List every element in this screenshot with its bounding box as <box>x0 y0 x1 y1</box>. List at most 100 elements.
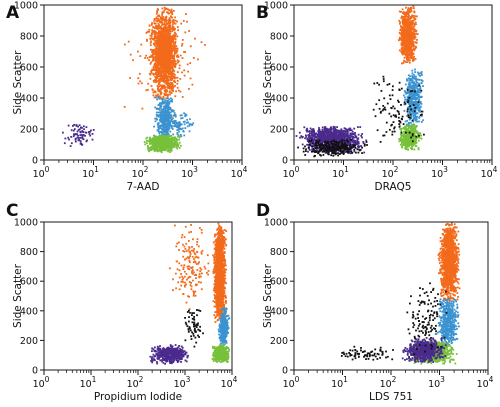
data-point-green <box>150 147 153 150</box>
data-point-blue <box>168 101 171 103</box>
data-point-green <box>170 149 173 152</box>
data-point-blue <box>169 114 172 116</box>
data-point-blue <box>408 118 411 121</box>
data-point-orange <box>159 36 161 39</box>
data-point-purple <box>79 136 82 139</box>
data-point-orange <box>163 94 166 96</box>
data-point-blue <box>161 112 164 114</box>
data-point-green <box>155 140 157 143</box>
data-point-green <box>170 143 173 146</box>
data-point-orange <box>159 58 162 61</box>
data-point-green <box>149 147 152 149</box>
data-point-green <box>174 140 177 143</box>
data-point-green <box>172 143 175 146</box>
data-point-blue <box>183 120 186 123</box>
data-point-blue <box>418 106 421 109</box>
data-point-blue <box>174 121 176 124</box>
data-point-orange <box>405 40 407 43</box>
data-point-orange <box>204 44 206 46</box>
data-point-orange <box>170 39 173 42</box>
data-point-green <box>404 142 407 145</box>
data-point-blue <box>183 123 186 126</box>
data-point-blue <box>416 84 418 87</box>
data-point-orange <box>160 37 163 39</box>
data-point-blue <box>157 122 160 124</box>
data-point-orange <box>156 11 159 14</box>
data-point-orange <box>181 71 183 74</box>
data-point-blue <box>157 96 160 99</box>
data-point-blue <box>418 108 421 111</box>
data-point-green <box>153 137 156 140</box>
data-point-orange <box>174 40 177 43</box>
data-point-orange <box>406 32 408 34</box>
data-point-orange <box>168 23 171 26</box>
data-point-blue <box>417 94 420 97</box>
data-point-orange <box>407 29 410 31</box>
data-point-orange <box>399 28 402 31</box>
data-point-green <box>179 144 182 147</box>
data-point-orange <box>154 73 157 76</box>
data-point-green <box>163 149 165 151</box>
data-point-orange <box>157 64 160 67</box>
data-point-orange <box>172 87 174 90</box>
data-point-orange <box>409 43 412 46</box>
data-point-orange <box>173 64 176 66</box>
data-point-orange <box>167 19 170 21</box>
data-point-orange <box>149 38 152 40</box>
data-point-blue <box>173 122 176 125</box>
data-point-orange <box>173 70 176 72</box>
data-point-orange <box>155 54 158 57</box>
data-point-blue <box>189 118 191 121</box>
data-point-orange <box>181 43 184 45</box>
data-point-purple <box>82 131 85 133</box>
data-point-orange <box>174 85 176 87</box>
data-point-green <box>174 137 177 139</box>
data-point-blue <box>175 125 178 128</box>
data-point-blue <box>156 114 159 117</box>
data-point-orange <box>405 39 408 42</box>
data-point-green <box>146 144 149 147</box>
data-point-blue <box>413 82 416 85</box>
data-point-blue <box>170 114 173 117</box>
data-point-orange <box>155 46 158 49</box>
data-point-blue <box>164 106 167 109</box>
data-point-orange <box>412 27 415 30</box>
data-point-orange <box>399 22 401 25</box>
data-point-orange <box>158 46 161 49</box>
data-point-orange <box>407 56 409 59</box>
data-point-orange <box>411 37 414 39</box>
data-point-blue <box>161 132 164 134</box>
data-point-blue <box>419 106 422 108</box>
data-point-green <box>409 143 411 146</box>
data-point-green <box>416 132 419 135</box>
data-point-orange <box>407 7 410 9</box>
data-point-green <box>149 137 151 139</box>
data-point-orange <box>155 12 158 15</box>
data-point-orange <box>172 55 175 57</box>
data-point-green <box>405 128 407 130</box>
data-point-blue <box>159 119 162 121</box>
data-point-orange <box>173 52 176 54</box>
data-point-orange <box>168 48 170 51</box>
data-point-blue <box>418 101 421 104</box>
data-point-orange <box>403 36 405 38</box>
data-point-orange <box>153 48 156 51</box>
data-point-orange <box>403 38 405 41</box>
data-point-orange <box>155 26 158 29</box>
data-point-green <box>163 143 166 146</box>
data-point-orange <box>149 44 152 47</box>
data-point-orange <box>181 39 184 41</box>
data-point-orange <box>406 16 409 18</box>
data-point-green <box>410 134 412 137</box>
data-point-blue <box>412 93 414 95</box>
data-point-orange <box>141 107 144 110</box>
data-point-orange <box>155 67 158 70</box>
data-point-blue <box>161 110 164 113</box>
data-point-orange <box>400 25 402 27</box>
data-point-blue <box>167 114 169 117</box>
data-point-blue <box>161 120 163 123</box>
data-point-orange <box>168 35 170 38</box>
data-point-blue <box>165 101 167 104</box>
data-point-green <box>156 146 159 149</box>
data-point-orange <box>172 72 175 75</box>
